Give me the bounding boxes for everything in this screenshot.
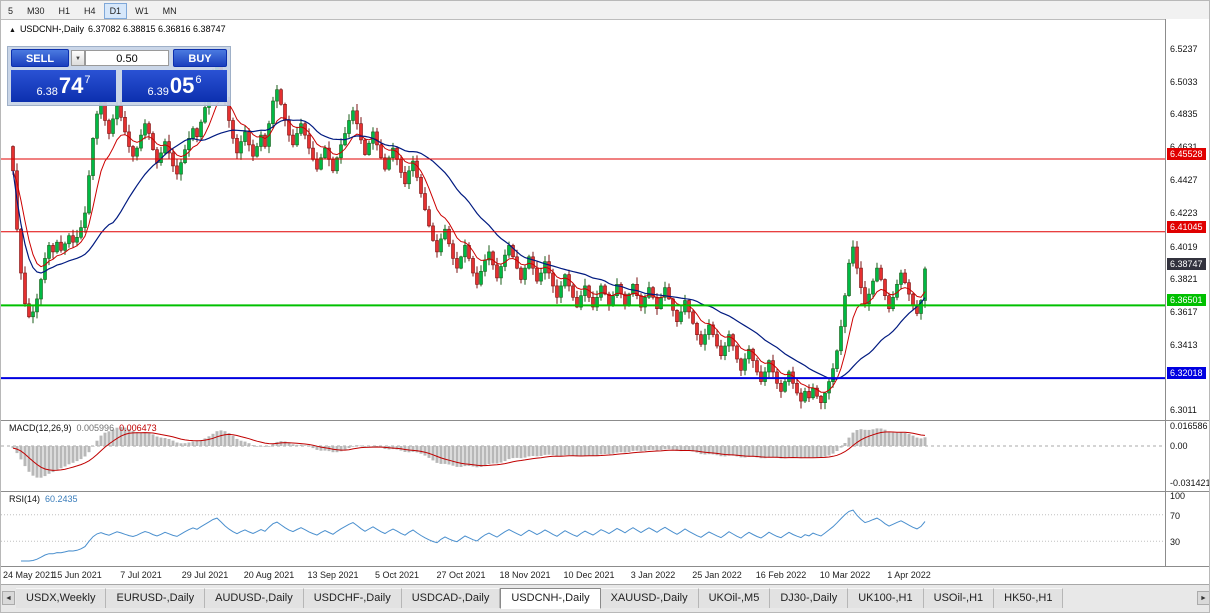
date-label: 10 Mar 2022: [819, 570, 871, 580]
timeframe-button-d1[interactable]: D1: [103, 3, 128, 19]
price-tick-label: 6.3413: [1170, 340, 1198, 350]
price-level-badge: 6.41045: [1167, 221, 1206, 233]
price-tick-label: 6.5237: [1170, 44, 1198, 54]
buy-price-sup: 6: [195, 74, 202, 86]
chart-symbol-label: USDCNH-,Daily: [19, 24, 84, 34]
chart-ohlc-values: 6.37082 6.38815 6.36816 6.38747: [87, 24, 226, 34]
panel-separator: [1, 566, 1209, 567]
buy-price-display[interactable]: 6.39 05 6: [122, 70, 227, 102]
date-label: 5 Oct 2021: [374, 570, 420, 580]
date-label: 13 Sep 2021: [307, 570, 359, 580]
buy-button[interactable]: BUY: [173, 49, 227, 67]
chart-tab-usdchf-daily[interactable]: USDCHF-,Daily: [303, 588, 402, 608]
sell-price-big: 74: [58, 73, 84, 98]
chart-tab-dj30-daily[interactable]: DJ30-,Daily: [770, 588, 849, 608]
timeframe-button-m30[interactable]: M30: [27, 6, 45, 16]
date-axis: 24 May 2021 15 Jun 2021 7 Jul 2021 29 Jul 2…: [1, 566, 1209, 584]
tabs-scroll-left-button[interactable]: ◄: [2, 591, 15, 605]
chart-tab-xauusd-daily[interactable]: XAUUSD-,Daily: [600, 588, 699, 608]
macd-signal-value: 0.006473: [119, 423, 157, 433]
price-tick-label: 6.3821: [1170, 274, 1198, 284]
date-label: 27 Oct 2021: [436, 570, 486, 580]
buy-price-prefix: 6.39: [147, 86, 169, 98]
sell-price-prefix: 6.38: [36, 86, 58, 98]
chart-tab-usdcad-daily[interactable]: USDCAD-,Daily: [401, 588, 501, 608]
date-label: 24 May 2021: [3, 570, 56, 580]
panel-separator[interactable]: [1, 420, 1209, 421]
price-tick-label: 6.3011: [1170, 405, 1197, 415]
rsi-axis-label: 100: [1170, 491, 1186, 501]
price-tick-label: 6.4223: [1170, 208, 1198, 218]
chart-tab-usoil-h1[interactable]: USOil-,H1: [923, 588, 995, 608]
chart-tab-ukoil-m5[interactable]: UKOil-,M5: [698, 588, 771, 608]
chart-tab-bar: ◄ USDX,Weekly EURUSD-,Daily AUDUSD-,Daily U…: [1, 584, 1209, 612]
timeframe-button-w1[interactable]: W1: [135, 6, 149, 16]
price-tick-label: 6.4427: [1170, 175, 1198, 185]
date-label: 7 Jul 2021: [120, 570, 162, 580]
date-label: 18 Nov 2021: [499, 570, 551, 580]
price-tick-label: 6.5033: [1170, 77, 1198, 87]
date-label: 1 Apr 2022: [887, 570, 931, 580]
one-click-trading-panel: SELL ▼ 0.50 BUY 6.38 74 7 6.39 05 6: [7, 46, 231, 106]
date-label: 20 Aug 2021: [243, 570, 295, 580]
price-level-badge: 6.45528: [1167, 148, 1206, 160]
macd-name: MACD(12,26,9): [9, 423, 72, 433]
rsi-value: 60.2435: [45, 494, 78, 504]
macd-indicator-label: MACD(12,26,9) 0.005996 0.006473: [9, 423, 162, 433]
price-axis: 6.5237 6.5033 6.4835 6.4631 6.4427 6.4223 6.40…: [1165, 19, 1210, 566]
price-level-badge: 6.38747: [1167, 258, 1206, 270]
timeframe-button-mn[interactable]: MN: [162, 6, 177, 16]
tabs-scroll-right-button[interactable]: ►: [1197, 591, 1209, 605]
timeframe-button-h4[interactable]: H4: [84, 6, 96, 16]
trade-controls-row: SELL ▼ 0.50 BUY: [8, 49, 230, 68]
date-label: 15 Jun 2021: [52, 570, 102, 580]
rsi-panel-canvas[interactable]: [1, 491, 1165, 566]
buy-price-big: 05: [169, 73, 195, 98]
price-level-badge: 6.36501: [1167, 294, 1206, 306]
price-tick-label: 6.3617: [1170, 307, 1198, 317]
chart-tab-usdx-weekly[interactable]: USDX,Weekly: [16, 588, 107, 608]
date-label: 3 Jan 2022: [630, 570, 676, 580]
chart-tabs: USDX,Weekly EURUSD-,Daily AUDUSD-,Daily USD…: [16, 588, 1064, 609]
lot-spinner-down-icon[interactable]: ▼: [71, 50, 85, 66]
macd-axis-label: 0.016586: [1170, 421, 1208, 431]
chart-tab-eurusd-daily[interactable]: EURUSD-,Daily: [106, 588, 206, 608]
date-label: 16 Feb 2022: [755, 570, 807, 580]
rsi-axis-label: 70: [1170, 511, 1181, 521]
price-level-badge: 6.32018: [1167, 367, 1206, 379]
macd-panel-canvas[interactable]: [1, 420, 1165, 491]
panel-separator[interactable]: [1, 491, 1209, 492]
price-tick-label: 6.4835: [1170, 109, 1198, 119]
chart-tab-usdcnh-daily[interactable]: USDCNH-,Daily: [500, 588, 601, 609]
chart-tab-uk100-h1[interactable]: UK100-,H1: [848, 588, 924, 608]
chart-tab-hk50-h1[interactable]: HK50-,H1: [994, 588, 1064, 608]
timeframe-button-h1[interactable]: H1: [58, 6, 71, 16]
trade-prices-row: 6.38 74 7 6.39 05 6: [8, 70, 230, 104]
chart-icon: ▲: [9, 27, 16, 34]
price-tick-label: 6.4631: [1170, 142, 1198, 152]
sell-button[interactable]: SELL: [11, 49, 69, 67]
date-label: 29 Jul 2021: [181, 570, 229, 580]
lot-size-input[interactable]: 0.50: [85, 50, 169, 66]
timeframe-button-5[interactable]: 5: [8, 6, 14, 16]
macd-main-value: 0.005996: [76, 423, 115, 433]
macd-axis-label: 0.00: [1170, 441, 1188, 451]
timeframe-toolbar: 5 M30 H1 H4 D1 W1 MN: [1, 1, 1209, 20]
rsi-axis-label: 30: [1170, 537, 1181, 547]
chart-tab-audusd-daily[interactable]: AUDUSD-,Daily: [205, 588, 304, 608]
sell-price-sup: 7: [84, 74, 91, 86]
price-tick-label: 6.4019: [1170, 242, 1198, 252]
sell-price-display[interactable]: 6.38 74 7: [11, 70, 116, 102]
rsi-indicator-label: RSI(14) 60.2435: [9, 494, 83, 504]
chart-title: ▲ USDCNH-,Daily 6.37082 6.38815 6.36816 6.…: [9, 24, 230, 34]
rsi-name: RSI(14): [9, 494, 41, 504]
date-label: 25 Jan 2022: [692, 570, 742, 580]
macd-axis-label: -0.031421: [1170, 478, 1210, 488]
date-label: 10 Dec 2021: [563, 570, 615, 580]
